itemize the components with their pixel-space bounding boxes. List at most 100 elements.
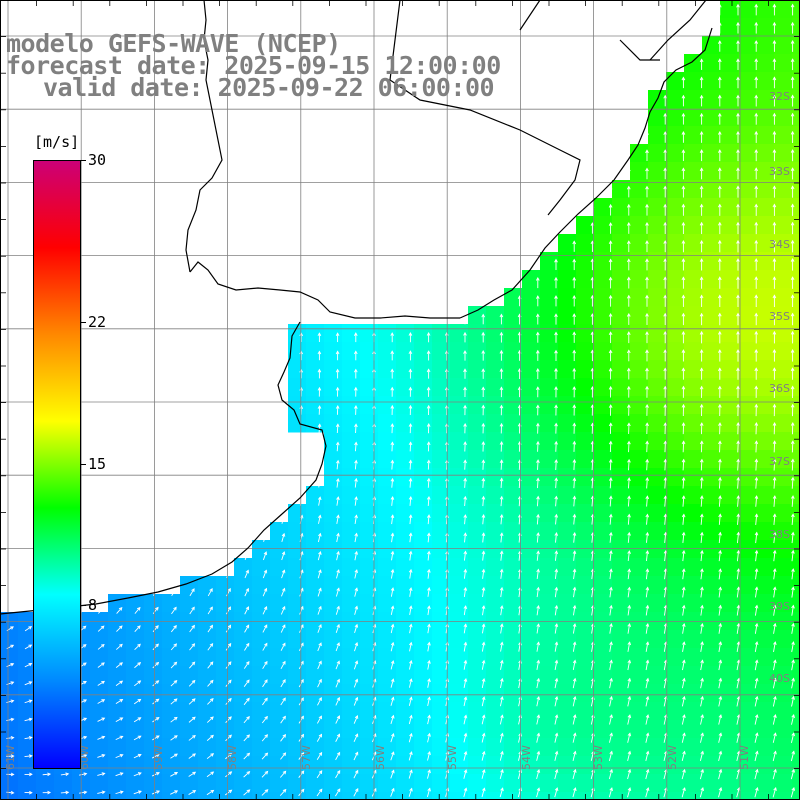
wind-arrow — [354, 569, 359, 579]
wind-cell — [468, 396, 487, 415]
wind-cell — [414, 558, 433, 577]
wind-cell — [324, 450, 343, 469]
wind-arrow — [281, 569, 286, 579]
wind-arrow — [772, 367, 777, 380]
wind-arrow — [609, 531, 613, 543]
wind-arrow — [699, 385, 704, 398]
wind-cell — [288, 630, 307, 649]
wind-arrow — [152, 735, 160, 741]
latitude-label: 39S — [769, 600, 790, 613]
wind-arrow — [134, 680, 142, 687]
wind-cell — [540, 702, 559, 721]
wind-arrow — [463, 678, 468, 688]
wind-arrow — [681, 112, 686, 125]
wind-arrow — [499, 787, 504, 798]
wind-arrow — [408, 769, 413, 779]
wind-cell — [756, 18, 775, 37]
wind-arrow — [790, 458, 795, 471]
wind-arrow — [42, 772, 52, 777]
wind-cell — [540, 540, 559, 559]
wind-cell — [18, 630, 37, 649]
wind-arrow — [243, 771, 251, 778]
wind-cell — [720, 396, 739, 415]
wind-arrow — [244, 642, 250, 651]
wind-cell — [324, 324, 343, 343]
wind-arrow — [790, 149, 795, 162]
wind-arrow — [335, 332, 340, 343]
wind-cell — [558, 432, 577, 451]
wind-arrow — [390, 714, 395, 725]
wind-arrow — [225, 606, 231, 615]
wind-arrow — [6, 754, 15, 758]
wind-cell — [684, 504, 703, 523]
wind-cell — [612, 558, 631, 577]
wind-arrow — [717, 58, 722, 70]
wind-arrow — [681, 185, 686, 198]
wind-arrow — [354, 514, 358, 524]
wind-arrow — [6, 772, 15, 777]
wind-cell — [234, 558, 253, 577]
wind-cell — [414, 540, 433, 559]
wind-arrow — [225, 697, 232, 705]
longitude-label: 53W — [592, 745, 605, 770]
wind-cell — [792, 306, 800, 325]
wind-cell — [594, 216, 613, 235]
wind-cell — [540, 486, 559, 505]
wind-arrow — [171, 606, 177, 615]
wind-arrow — [699, 367, 704, 380]
wind-cell — [720, 630, 739, 649]
wind-arrow — [700, 677, 704, 689]
wind-arrow — [645, 604, 650, 616]
latitude-label: 32S — [769, 90, 790, 103]
wind-arrow — [682, 659, 686, 671]
wind-arrow — [790, 312, 795, 326]
wind-arrow — [390, 459, 395, 470]
wind-arrow — [116, 625, 123, 632]
wind-arrow — [736, 568, 741, 580]
wind-arrow — [336, 459, 340, 470]
wind-cell — [18, 666, 37, 685]
colorbar-tick — [80, 321, 86, 323]
wind-arrow — [298, 770, 305, 778]
wind-arrow — [609, 641, 613, 652]
wind-cell — [576, 270, 595, 289]
wind-cell — [540, 468, 559, 487]
wind-cell — [792, 702, 800, 721]
wind-arrow — [645, 167, 649, 180]
wind-cell — [612, 522, 631, 541]
wind-cell — [612, 702, 631, 721]
coastline-segment — [185, 0, 223, 273]
wind-arrow — [189, 588, 195, 597]
wind-arrow — [754, 94, 759, 107]
wind-arrow — [627, 458, 631, 471]
wind-cell — [558, 792, 577, 800]
wind-arrow — [717, 349, 722, 362]
latitude-label: 34S — [769, 238, 790, 251]
wind-cell — [720, 486, 739, 505]
wind-arrow — [97, 662, 105, 668]
wind-cell — [180, 738, 199, 757]
wind-cell — [576, 558, 595, 577]
wind-cell — [288, 720, 307, 739]
wind-arrow — [408, 477, 413, 488]
wind-cell — [432, 414, 451, 433]
wind-cell — [576, 522, 595, 541]
wind-arrow — [554, 295, 558, 307]
wind-cell — [774, 126, 793, 145]
wind-arrow — [536, 641, 541, 652]
wind-arrow — [408, 404, 413, 415]
wind-cell — [738, 504, 757, 523]
wind-arrow — [608, 294, 613, 307]
wind-cell — [720, 540, 739, 559]
wind-cell — [720, 378, 739, 397]
wind-cell — [648, 450, 667, 469]
wind-cell — [738, 72, 757, 91]
wind-arrow — [225, 642, 232, 651]
wind-cell — [558, 756, 577, 775]
wind-arrow — [481, 586, 486, 598]
wind-cell — [774, 720, 793, 739]
wind-cell — [738, 396, 757, 415]
wind-cell — [648, 234, 667, 253]
wind-cell — [756, 198, 775, 217]
wind-arrow — [536, 696, 541, 707]
